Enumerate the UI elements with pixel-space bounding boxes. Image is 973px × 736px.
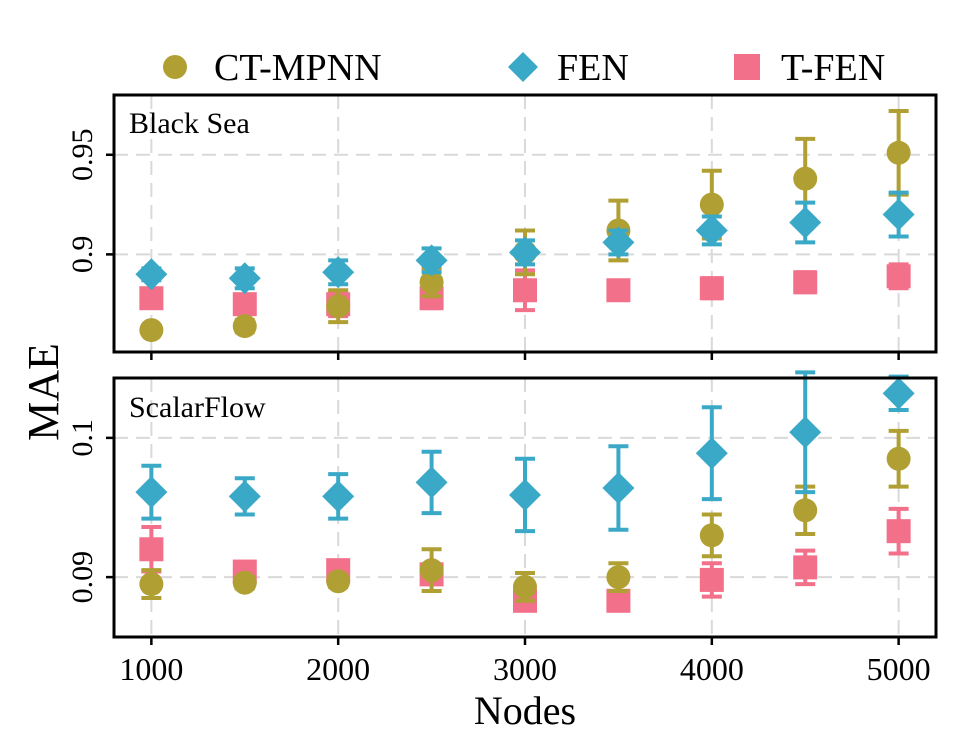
point-fen <box>695 214 728 247</box>
point-fen <box>509 236 541 269</box>
point-tfen <box>232 292 257 317</box>
panel-title-black-sea: Black Sea <box>129 107 250 140</box>
point-ctmpnn <box>886 140 911 165</box>
point-tfen <box>793 270 818 295</box>
x-tick-label: 1000 <box>119 651 183 687</box>
legend-label-ctmpnn: CT-MPNN <box>214 47 382 89</box>
y-tick-label: 0.09 <box>66 551 99 604</box>
point-fen <box>228 262 261 295</box>
point-fen <box>228 480 261 513</box>
legend-marker-fen <box>508 52 538 82</box>
point-fen <box>602 472 635 505</box>
point-ctmpnn <box>699 192 724 217</box>
point-fen <box>415 244 448 277</box>
x-tick-label: 5000 <box>867 651 931 687</box>
point-ctmpnn <box>886 446 911 471</box>
point-ctmpnn <box>419 270 444 295</box>
point-fen <box>415 466 448 499</box>
point-tfen <box>699 567 724 592</box>
point-tfen <box>886 264 911 289</box>
point-ctmpnn <box>326 294 351 319</box>
point-ctmpnn <box>699 523 724 548</box>
panel-title-scalarflow: ScalarFlow <box>129 391 266 424</box>
point-tfen <box>513 278 537 303</box>
legend: CT-MPNN FEN T-FEN <box>163 47 885 89</box>
legend-marker-ctmpnn <box>163 55 187 79</box>
point-ctmpnn <box>326 569 351 594</box>
point-fen <box>509 478 541 511</box>
point-ctmpnn <box>606 565 631 590</box>
point-fen <box>322 256 355 289</box>
y-tick-label: 0.95 <box>66 129 99 182</box>
point-ctmpnn <box>513 574 537 599</box>
y-axis-label: MAE <box>19 343 68 441</box>
point-ctmpnn <box>793 498 818 523</box>
point-fen <box>602 226 635 259</box>
point-fen <box>789 206 822 239</box>
y-tick-label: 0.1 <box>66 419 99 457</box>
legend-label-fen: FEN <box>557 47 629 89</box>
point-fen <box>882 198 915 231</box>
point-ctmpnn <box>139 318 164 343</box>
panel-scalarflow: 0.09 0.1 1000 2000 3000 4000 5000 <box>66 370 938 687</box>
point-tfen <box>793 555 818 580</box>
x-tick-label: 2000 <box>306 651 370 687</box>
x-tick-label: 4000 <box>680 651 744 687</box>
point-fen <box>789 416 822 449</box>
x-axis-label: Nodes <box>474 688 576 733</box>
point-ctmpnn <box>139 572 164 597</box>
point-fen <box>695 437 728 470</box>
point-tfen <box>139 537 164 562</box>
point-ctmpnn <box>419 558 444 583</box>
point-ctmpnn <box>232 570 257 595</box>
legend-label-tfen: T-FEN <box>781 47 885 89</box>
panel-black-sea: 0.9 0.95 <box>66 93 938 360</box>
point-fen <box>882 377 915 410</box>
y-tick-label: 0.9 <box>66 236 99 274</box>
point-fen <box>135 258 168 291</box>
point-ctmpnn <box>232 314 257 339</box>
x-tick-label: 3000 <box>493 651 557 687</box>
point-tfen <box>606 278 631 303</box>
point-tfen <box>699 276 724 301</box>
legend-marker-tfen <box>734 54 760 80</box>
point-ctmpnn <box>793 166 818 191</box>
point-fen <box>322 480 355 513</box>
point-tfen <box>886 519 911 544</box>
point-fen <box>135 476 168 509</box>
